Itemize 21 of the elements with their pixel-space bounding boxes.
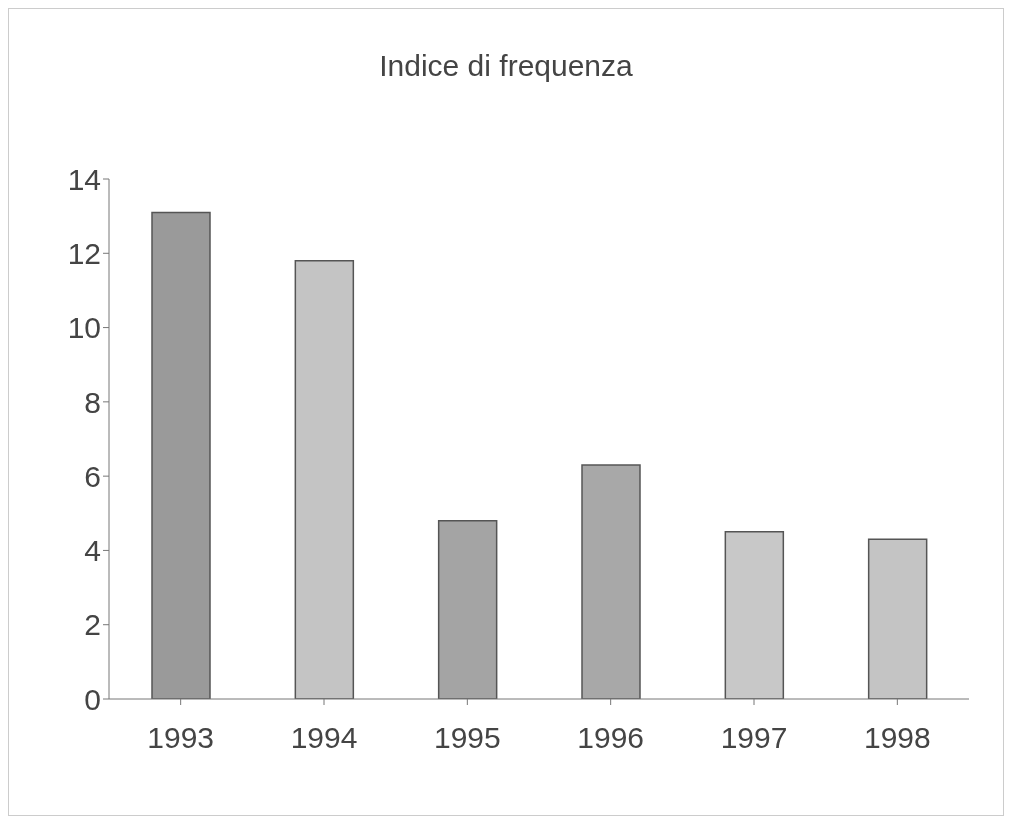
bar <box>294 259 355 699</box>
y-tick-label: 14 <box>67 162 101 196</box>
x-tick-label: 1995 <box>433 721 501 755</box>
chart-title: Indice di frequenza <box>378 48 634 84</box>
y-tick-label: 0 <box>84 682 101 716</box>
y-tick-label: 6 <box>84 459 101 493</box>
x-tick-label: 1996 <box>577 721 645 755</box>
bar <box>151 211 211 699</box>
x-tick-label: 1997 <box>720 721 788 755</box>
y-tick-label: 8 <box>84 385 101 419</box>
x-tick-label: 1993 <box>147 721 215 755</box>
y-tick-label: 12 <box>67 236 101 270</box>
y-tick-label: 4 <box>84 534 101 568</box>
bar <box>724 531 785 699</box>
bar <box>581 464 641 699</box>
bar <box>867 538 928 699</box>
bar <box>437 519 498 699</box>
y-tick-label: 2 <box>84 608 101 642</box>
x-tick-label: 1994 <box>290 721 358 755</box>
y-tick-label: 10 <box>67 311 101 345</box>
x-tick-label: 1998 <box>863 721 931 755</box>
